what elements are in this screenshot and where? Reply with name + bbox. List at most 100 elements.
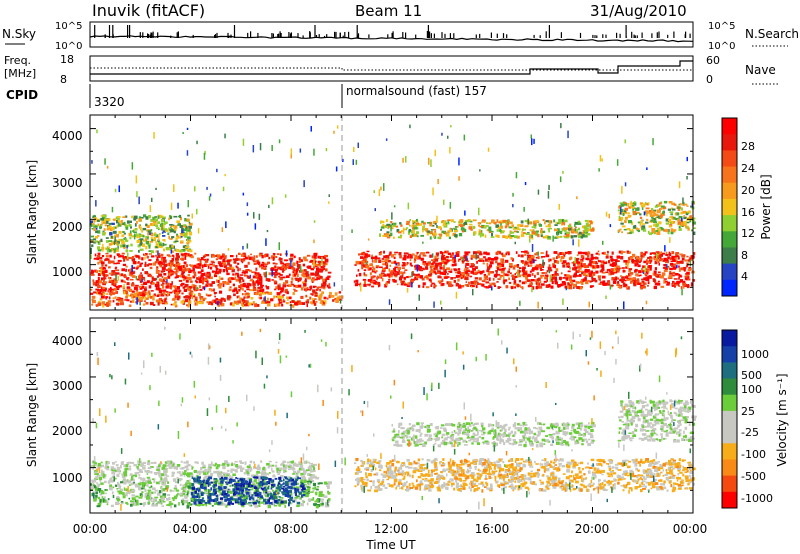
heatmap-cell: [146, 224, 150, 228]
heatmap-cell: [396, 229, 400, 233]
heatmap-cell: [488, 285, 492, 288]
heatmap-cell: [453, 279, 456, 283]
heatmap-cell: [188, 221, 191, 224]
heatmap-cell: [673, 203, 677, 206]
power-cbar-tick-12: 12: [741, 227, 755, 240]
heatmap-cell: [161, 223, 166, 226]
heatmap-cell: [446, 222, 450, 225]
heatmap-cell: [132, 478, 135, 482]
heatmap-cell: [123, 471, 126, 475]
heatmap-cell: [578, 231, 582, 235]
heatmap-cell: [161, 258, 163, 262]
heatmap-cell: [108, 281, 113, 283]
heatmap-cell: [397, 236, 401, 239]
heatmap-cell: [267, 491, 271, 495]
heatmap-cell: [175, 271, 177, 275]
heatmap-cell: [300, 269, 304, 272]
heatmap-cell: [303, 469, 307, 474]
heatmap-cell: [108, 277, 112, 279]
heatmap-cell: [113, 262, 118, 265]
heatmap-cell: [649, 268, 652, 271]
heatmap-cell: [490, 258, 495, 261]
heatmap-cell: [294, 302, 298, 305]
heatmap-cell: [641, 225, 646, 229]
heatmap-cell: [648, 265, 651, 269]
heatmap-cell: [412, 222, 415, 226]
heatmap-cell: [108, 249, 112, 253]
heatmap-cell: [287, 465, 291, 468]
heatmap-cell: [183, 289, 188, 292]
heatmap-cell: [273, 280, 277, 283]
heatmap-cell: [636, 262, 639, 266]
heatmap-cell: [526, 274, 530, 277]
heatmap-cell: [304, 278, 307, 282]
heatmap-cell: [117, 299, 121, 302]
heatmap-cell: [175, 489, 180, 492]
heatmap-cell: [612, 280, 616, 284]
heatmap-cell: [293, 271, 296, 274]
heatmap-cell: [156, 227, 160, 230]
heatmap-cell: [115, 464, 119, 467]
heatmap-cell: [508, 277, 510, 281]
heatmap-cell: [618, 250, 622, 254]
heatmap-cell: [256, 281, 259, 284]
heatmap-cell: [91, 270, 94, 274]
heatmap-cell: [285, 259, 289, 262]
heatmap-cell: [105, 293, 109, 295]
heatmap-cell: [541, 256, 546, 258]
heatmap-cell: [140, 283, 144, 286]
heatmap-cell: [656, 216, 660, 218]
heatmap-cell: [608, 260, 611, 264]
heatmap-cell: [431, 253, 434, 258]
cpid-panel: CPID 3320 normalsound (fast) 157: [6, 84, 487, 109]
heatmap-cell: [500, 274, 504, 277]
heatmap-cell: [246, 470, 249, 473]
heatmap-cell: [178, 295, 181, 299]
heatmap-cell: [399, 255, 402, 259]
heatmap-cell: [180, 216, 182, 221]
heatmap-cell: [151, 255, 155, 258]
heatmap-cell: [285, 288, 288, 292]
heatmap-cell: [497, 262, 501, 266]
heatmap-cell: [97, 249, 102, 252]
heatmap-cell: [442, 267, 445, 270]
heatmap-cell: [629, 277, 631, 280]
heatmap-cell: [488, 231, 492, 234]
heatmap-cell: [509, 221, 513, 225]
heatmap-cell: [488, 228, 492, 232]
heatmap-cell: [144, 292, 148, 295]
heatmap-cell: [107, 480, 111, 484]
heatmap-cell: [381, 278, 384, 282]
heatmap-cell: [557, 284, 561, 288]
heatmap-cell: [639, 216, 643, 220]
heatmap-cell: [200, 467, 203, 470]
heatmap-cell: [241, 271, 245, 274]
heatmap-cell: [590, 285, 594, 288]
heatmap-cell: [91, 160, 93, 164]
heatmap-cell: [385, 138, 388, 141]
heatmap-cell: [651, 252, 655, 254]
heatmap-cell: [138, 196, 140, 205]
heatmap-cell: [154, 489, 158, 492]
heatmap-cell: [296, 273, 299, 277]
heatmap-cell: [490, 236, 495, 238]
heatmap-cell: [412, 220, 414, 224]
heatmap-cell: [142, 467, 146, 470]
heatmap-cell: [486, 269, 490, 273]
heatmap-cell: [499, 251, 502, 255]
heatmap-cell: [208, 465, 212, 469]
heatmap-cell: [568, 235, 572, 238]
heatmap-cell: [390, 221, 393, 224]
heatmap-cell: [413, 233, 418, 237]
heatmap-cell: [673, 229, 677, 232]
heatmap-cell: [133, 261, 137, 265]
heatmap-cell: [211, 254, 216, 258]
heatmap-cell: [400, 230, 403, 233]
heatmap-cell: [443, 257, 446, 261]
heatmap-cell: [286, 284, 289, 287]
heatmap-cell: [312, 289, 316, 293]
heatmap-cell: [433, 236, 435, 238]
heatmap-cell: [208, 469, 212, 473]
heatmap-cell: [157, 234, 160, 241]
heatmap-cell: [144, 288, 147, 292]
